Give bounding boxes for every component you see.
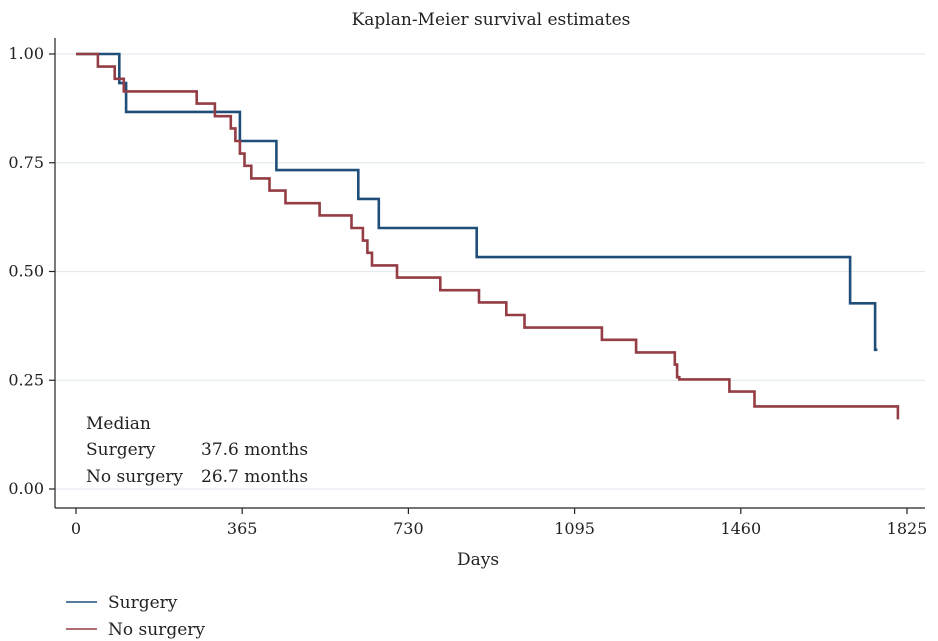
x-tick-label: 365 [227, 519, 258, 538]
x-tick-label: 1460 [720, 519, 761, 538]
x-axis-title: Days [457, 550, 499, 570]
median-label-no-surgery: No surgery [86, 467, 183, 487]
legend-label-surgery: Surgery [108, 593, 178, 613]
chart-title: Kaplan-Meier survival estimates [352, 10, 631, 30]
y-tick-label: 0.75 [8, 153, 44, 172]
median-label-surgery: Surgery [86, 440, 156, 460]
gridlines [55, 53, 925, 490]
y-tick-label: 0.00 [8, 479, 44, 498]
median-value-no-surgery: 26.7 months [201, 467, 308, 487]
series-line-no-surgery [76, 52, 900, 420]
x-tick-label: 0 [71, 519, 81, 538]
x-tick-label: 730 [393, 519, 424, 538]
x-tick-label: 1825 [887, 519, 928, 538]
x-tick-label: 1095 [554, 519, 595, 538]
legend-label-no-surgery: No surgery [108, 620, 205, 640]
y-tick-label: 0.50 [8, 262, 44, 281]
y-tick-label: 0.25 [8, 370, 44, 389]
median-annotation: Median Surgery 37.6 months No surgery 26… [86, 414, 308, 487]
legend: Surgery No surgery [66, 593, 205, 640]
median-value-surgery: 37.6 months [201, 440, 308, 460]
series-line-surgery [76, 52, 878, 352]
median-heading: Median [86, 414, 151, 434]
y-tick-label: 1.00 [8, 44, 44, 63]
axis-ticks: 0.00 0.25 0.50 0.75 1.00 0 365 730 1095 1460 1825 [8, 44, 927, 538]
survival-curves [76, 52, 900, 420]
